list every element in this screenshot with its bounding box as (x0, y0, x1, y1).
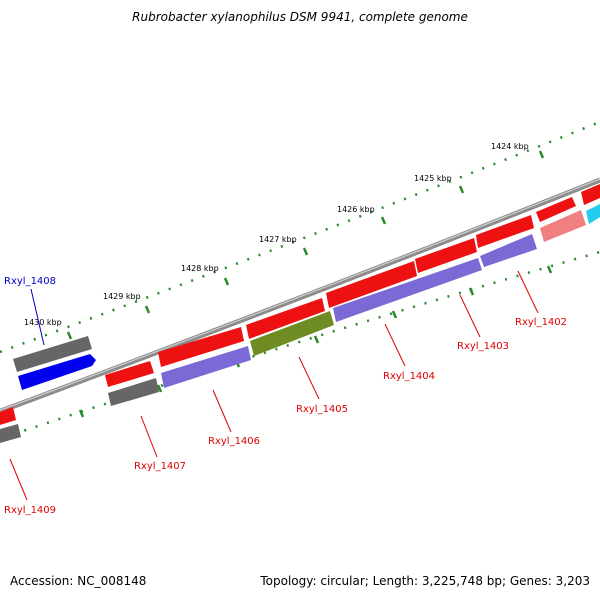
gene-feature-rxyl-1405-cds[interactable] (415, 238, 477, 273)
gene-label-rxyl-1408[interactable]: Rxyl_1408 (4, 276, 56, 287)
genome-backbone-highlight (0, 178, 600, 411)
scale-label-1429: 1429 kbp (103, 292, 141, 301)
leader-line-rxyl-1406 (212, 389, 232, 433)
gene-label-rxyl-1403[interactable]: Rxyl_1403 (457, 341, 509, 352)
gene-feature-rxyl-1402-rna[interactable] (540, 210, 586, 242)
gene-features (0, 184, 600, 443)
gene-feature-rxyl-1404-cds[interactable] (476, 215, 534, 248)
gene-feature-rxyl-1408-blue[interactable] (18, 354, 96, 390)
gene-feature-rxyl-1407-gray[interactable] (108, 378, 159, 406)
gene-feature-rxyl-1408-cds[interactable] (158, 327, 244, 367)
scale-label-1428: 1428 kbp (181, 264, 219, 273)
leader-line-rxyl-1404 (384, 323, 406, 367)
gene-feature-rxyl-1407-cds[interactable] (246, 298, 325, 339)
gene-label-rxyl-1405[interactable]: Rxyl_1405 (296, 404, 348, 415)
gene-label-rxyl-1402[interactable]: Rxyl_1402 (515, 317, 567, 328)
genome-summary-text: Topology: circular; Length: 3,225,748 bp… (260, 574, 590, 588)
scale-tick (313, 335, 320, 344)
scale-tick (546, 265, 553, 274)
gene-feature-rxyl-1404-rna[interactable] (333, 258, 482, 322)
gene-label-rxyl-1404[interactable]: Rxyl_1404 (383, 371, 435, 382)
gene-feature-rxyl-1409-cds[interactable] (0, 407, 16, 425)
gene-feature-rxyl-1406-cds[interactable] (326, 261, 417, 308)
scale-tick (78, 409, 85, 418)
scale-label-1424: 1424 kbp (491, 142, 529, 151)
scale-tick (468, 287, 475, 296)
gene-feature-rxyl-1402-cds[interactable] (581, 184, 600, 205)
leader-line-rxyl-1403 (459, 294, 481, 338)
scale-label-1426: 1426 kbp (337, 205, 375, 214)
scale-tick (380, 216, 387, 225)
genome-title: Rubrobacter xylanophilus DSM 9941, compl… (132, 10, 468, 24)
label-leader-lines (9, 270, 539, 501)
gene-feature-cyan[interactable] (586, 204, 600, 224)
gene-feature-rxyl-1405-olive[interactable] (250, 311, 334, 356)
scale-tick (458, 185, 465, 194)
scale-tick (223, 277, 230, 286)
outer-scale-major-ticks (66, 150, 545, 340)
leader-line-rxyl-1402 (517, 270, 539, 314)
scale-tick (538, 150, 545, 159)
gene-label-rxyl-1406[interactable]: Rxyl_1406 (208, 436, 260, 447)
leader-line-rxyl-1405 (298, 356, 320, 400)
scale-label-1430: 1430 kbp (24, 318, 62, 327)
gene-feature-rxyl-1408-gray[interactable] (13, 336, 92, 372)
gene-feature-rxyl-1403-rna[interactable] (480, 234, 537, 267)
scale-tick (302, 247, 309, 256)
accession-text: Accession: NC_008148 (10, 574, 147, 588)
leader-line-rxyl-1407 (140, 415, 158, 458)
scale-tick (391, 310, 398, 319)
gene-feature-rxyl-1407-cds-small[interactable] (105, 361, 154, 387)
scale-tick (156, 384, 163, 393)
gene-label-rxyl-1407[interactable]: Rxyl_1407 (134, 461, 186, 472)
leader-line-rxyl-1409 (9, 458, 28, 501)
scale-label-1425: 1425 kbp (414, 174, 452, 183)
gene-label-rxyl-1409[interactable]: Rxyl_1409 (4, 505, 56, 516)
scale-tick (144, 305, 151, 314)
gene-feature-rxyl-1406-rna[interactable] (161, 346, 251, 388)
gene-feature-rxyl-1409-gray[interactable] (0, 424, 21, 443)
scale-tick (66, 331, 73, 340)
leader-line-rxyl-1408 (30, 288, 45, 346)
gene-feature-rxyl-1403-cds[interactable] (536, 197, 576, 222)
genome-backbone (0, 177, 600, 414)
scale-label-1427: 1427 kbp (259, 235, 297, 244)
